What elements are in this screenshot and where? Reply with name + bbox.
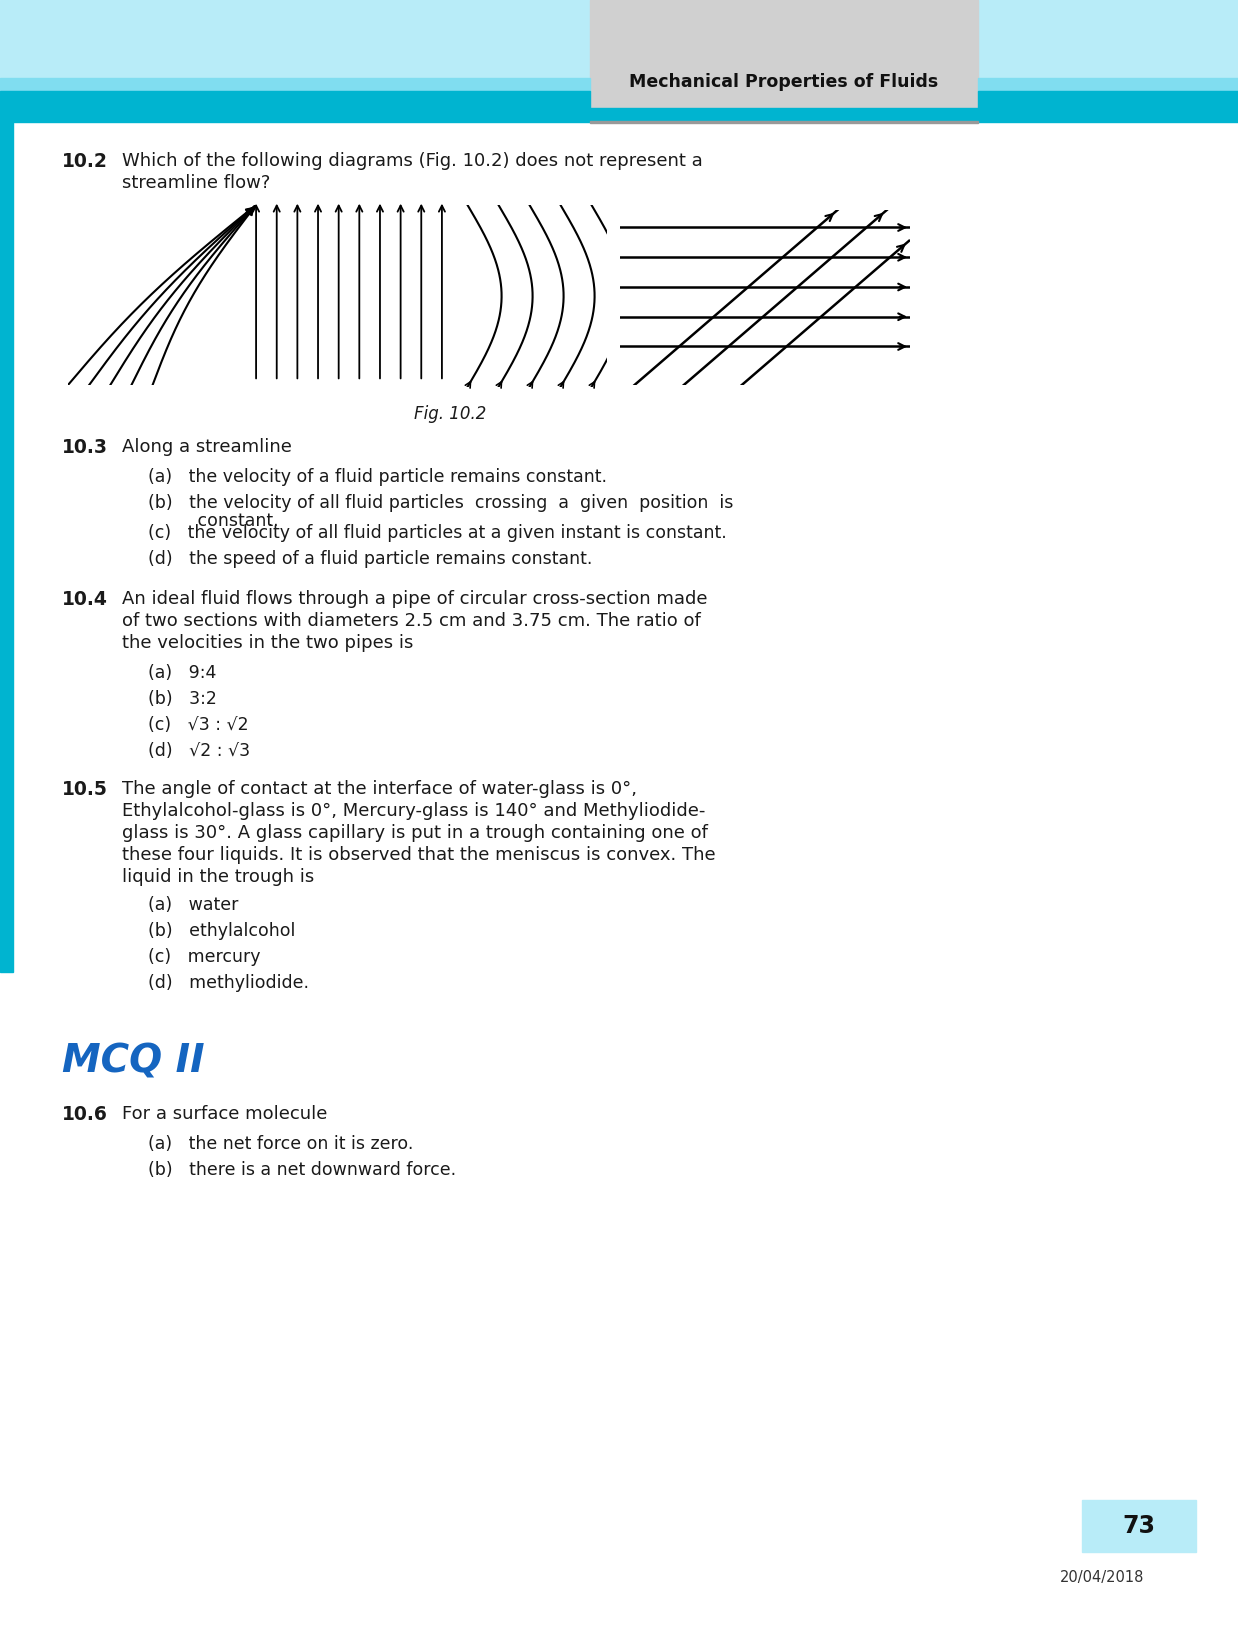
Text: (d)   √2 : √3: (d) √2 : √3 [149,742,250,760]
Bar [0,108,1238,123]
Text: MCQ II: MCQ II [62,1041,204,1081]
Text: (d)   methyliodide.: (d) methyliodide. [149,974,310,992]
Text: (b)   ethylalcohol: (b) ethylalcohol [149,922,296,940]
Text: (c)   √3 : √2: (c) √3 : √2 [149,716,249,734]
Text: 73: 73 [1123,1514,1155,1539]
Text: these four liquids. It is observed that the meniscus is convex. The: these four liquids. It is observed that … [123,845,716,863]
Text: 10.6: 10.6 [62,1105,108,1123]
Text: Mechanical Properties of Fluids: Mechanical Properties of Fluids [629,74,938,92]
Bar [591,0,978,123]
Text: 20/04/2018: 20/04/2018 [1060,1570,1144,1584]
Text: glass is 30°. A glass capillary is put in a trough containing one of: glass is 30°. A glass capillary is put i… [123,824,708,842]
Bar [0,0,591,78]
Text: (c)   mercury: (c) mercury [149,948,260,966]
Text: constant.: constant. [149,512,279,530]
Bar [0,92,591,108]
Bar [978,78,1238,92]
Text: 10.2: 10.2 [62,152,108,172]
Text: Fig. 10.2: Fig. 10.2 [413,405,487,423]
Text: (d)   the speed of a fluid particle remains constant.: (d) the speed of a fluid particle remain… [149,549,592,567]
Text: An ideal fluid flows through a pipe of circular cross-section made: An ideal fluid flows through a pipe of c… [123,590,707,608]
Text: of two sections with diameters 2.5 cm and 3.75 cm. The ratio of: of two sections with diameters 2.5 cm an… [123,611,701,629]
Text: streamline flow?: streamline flow? [123,173,270,191]
Text: 10.5: 10.5 [62,780,108,800]
Text: (a)   the velocity of a fluid particle remains constant.: (a) the velocity of a fluid particle rem… [149,468,607,486]
Text: For a surface molecule: For a surface molecule [123,1105,327,1123]
Bar [0,123,14,971]
Text: Ethylalcohol-glass is 0°, Mercury-glass is 140° and Methyliodide-: Ethylalcohol-glass is 0°, Mercury-glass … [123,803,706,821]
Bar [591,121,978,123]
Text: Along a streamline: Along a streamline [123,438,292,456]
Text: (a)   the net force on it is zero.: (a) the net force on it is zero. [149,1135,413,1153]
Text: (a)   9:4: (a) 9:4 [149,664,217,682]
Text: (b)   the velocity of all fluid particles  crossing  a  given  position  is: (b) the velocity of all fluid particles … [149,494,733,512]
Bar [978,0,1238,78]
Text: (b)   3:2: (b) 3:2 [149,690,217,708]
Text: liquid in the trough is: liquid in the trough is [123,868,314,886]
Bar [1082,1499,1196,1552]
Text: 10.4: 10.4 [62,590,108,608]
Text: 10.3: 10.3 [62,438,108,458]
Text: (b)   there is a net downward force.: (b) there is a net downward force. [149,1161,456,1179]
Text: The angle of contact at the interface of water-glass is 0°,: The angle of contact at the interface of… [123,780,638,798]
Bar [0,78,591,92]
Text: Which of the following diagrams (Fig. 10.2) does not represent a: Which of the following diagrams (Fig. 10… [123,152,703,170]
Text: the velocities in the two pipes is: the velocities in the two pipes is [123,634,413,652]
Text: (a)   water: (a) water [149,896,239,914]
Bar [978,92,1238,108]
Text: (c)   the velocity of all fluid particles at a given instant is constant.: (c) the velocity of all fluid particles … [149,523,727,541]
